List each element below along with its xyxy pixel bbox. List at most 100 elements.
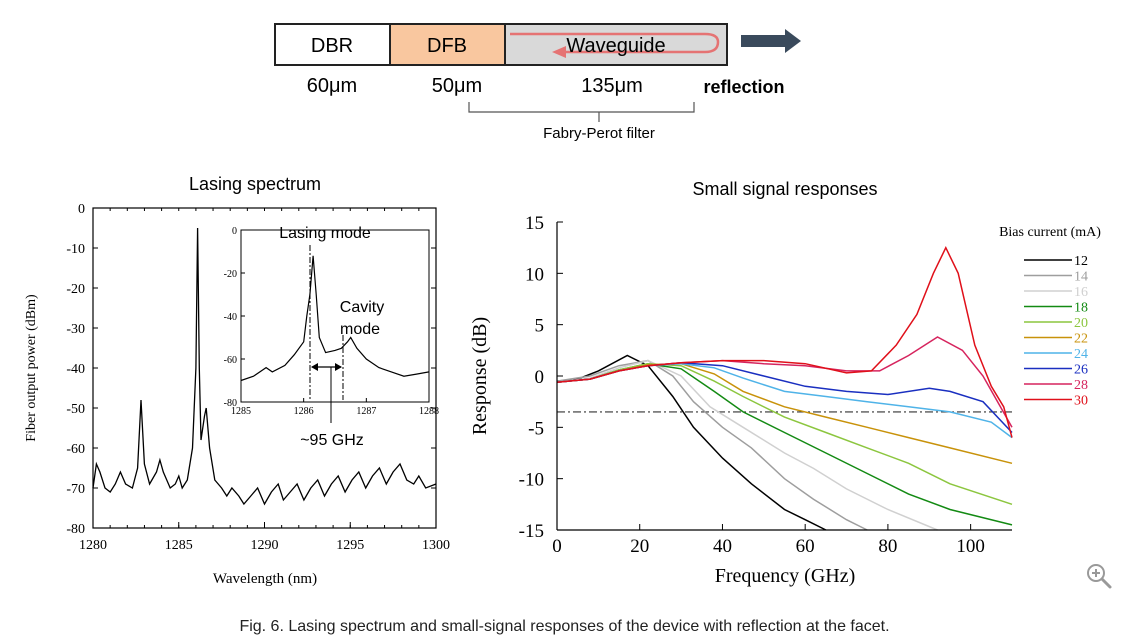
- series-line-18: [556, 362, 1013, 526]
- y-ticks: 0 -10 -20 -30 -40 -50 -60 -70 -80: [66, 202, 436, 537]
- dfb-length: 50μm: [432, 75, 482, 97]
- x-tick-label: 1295: [336, 538, 364, 553]
- y-tick-label: -40: [66, 362, 85, 377]
- y-tick-label: -60: [66, 442, 85, 457]
- x-tick-label: 1285: [165, 538, 193, 553]
- dfb-section: [389, 23, 506, 66]
- dbr-length: 60μm: [307, 75, 357, 97]
- y-tick-label: -5: [528, 418, 544, 439]
- inset-y-tick-label: -20: [224, 269, 237, 280]
- legend-label-14: 14: [1074, 270, 1088, 285]
- series-line-12: [556, 354, 827, 531]
- output-arrow: [741, 29, 801, 53]
- lasing-spectrum-chart: Lasing spectrum 0 -10 -20 -30 -40 -50 -60 -70 -8…: [24, 174, 450, 587]
- legend-label-26: 26: [1074, 363, 1088, 378]
- inset-y-tick-label: 0: [232, 226, 237, 237]
- inset-y-tick-label: -40: [224, 312, 237, 323]
- legend-label-22: 22: [1074, 332, 1088, 347]
- dfb-label: DFB: [427, 35, 467, 57]
- dbr-label: DBR: [311, 35, 353, 57]
- legend-label-20: 20: [1074, 316, 1088, 331]
- chart-title: Lasing spectrum: [189, 174, 321, 194]
- waveguide-section: [504, 23, 728, 66]
- series-line-30: [556, 245, 1013, 438]
- spacing-label: ~95 GHz: [300, 432, 364, 449]
- y-ticks: 15 10 5 0 -5 -10 -15: [519, 213, 563, 542]
- inset-x-tick-label: 1286: [294, 406, 314, 417]
- inset-x-tick-label: 1288: [419, 406, 439, 417]
- legend-label-18: 18: [1074, 301, 1088, 316]
- x-tick-label: 1300: [422, 538, 450, 553]
- y-tick-label: 0: [78, 202, 85, 217]
- x-tick-label: 1290: [251, 538, 279, 553]
- y-tick-label: 10: [525, 264, 544, 285]
- reflection-label: reflection: [703, 77, 784, 97]
- figure-caption: Fig. 6. Lasing spectrum and small-signal…: [239, 618, 890, 635]
- legend-label-30: 30: [1074, 394, 1088, 409]
- waveguide-length: 135μm: [581, 75, 643, 97]
- inset-y-tick-label: -60: [224, 355, 237, 366]
- spectrum-line: [92, 227, 437, 506]
- inset-spectrum-line: [240, 255, 430, 382]
- x-ticks: 1280 1285 1290 1295 1300: [79, 208, 450, 553]
- inset-x-tick-label: 1285: [231, 406, 251, 417]
- spacing-arrow-left-head: [311, 363, 318, 371]
- legend-label-12: 12: [1074, 254, 1088, 269]
- x-tick-label: 60: [796, 536, 815, 557]
- series-line-28: [556, 336, 1013, 428]
- cavity-mode-label-line1: Cavity: [340, 299, 384, 316]
- legend-label-24: 24: [1074, 347, 1088, 362]
- y-tick-label: 15: [525, 213, 544, 234]
- series-line-14: [556, 359, 868, 531]
- dbr-section: [274, 23, 391, 66]
- y-tick-label: -10: [519, 470, 544, 491]
- reflection-arrow-head: [552, 46, 566, 58]
- series-group: [556, 245, 1013, 531]
- x-ticks: 0 20 40 60 80 100: [552, 524, 985, 557]
- y-tick-label: -70: [66, 482, 85, 497]
- x-tick-label: 0: [552, 536, 562, 557]
- filter-label: Fabry-Perot filter: [543, 125, 655, 142]
- legend-label-16: 16: [1074, 285, 1088, 300]
- series-line-22: [556, 362, 1013, 465]
- spacing-arrow-right-head: [335, 363, 342, 371]
- x-tick-label: 40: [713, 536, 732, 557]
- x-axis-label: Frequency (GHz): [715, 565, 856, 587]
- legend-title: Bias current (mA): [999, 225, 1101, 240]
- chart-title: Small signal responses: [692, 179, 877, 199]
- legend-label-28: 28: [1074, 378, 1088, 393]
- zoom-in-icon[interactable]: [1085, 562, 1113, 590]
- y-tick-label: -50: [66, 402, 85, 417]
- y-axis-label: Fiber output power (dBm): [24, 294, 39, 442]
- x-axis-label: Wavelength (nm): [213, 571, 317, 587]
- y-tick-label: -10: [66, 242, 85, 257]
- y-tick-label: -15: [519, 521, 544, 542]
- series-line-26: [556, 361, 1013, 434]
- y-tick-label: 5: [535, 316, 545, 337]
- device-diagram: DBR DFB Waveguide 60μm 50μm 135μm reflec…: [274, 23, 801, 142]
- inset-y-tick-label: -80: [224, 398, 237, 409]
- small-signal-chart: Small signal responses 15 10 5 0 -5 -10 -15 0 2…: [469, 179, 1101, 587]
- y-tick-label: -80: [66, 522, 85, 537]
- cavity-mode-label-line2: mode: [340, 321, 380, 338]
- series-line-20: [556, 362, 1013, 506]
- y-tick-label: 0: [535, 367, 545, 388]
- series-line-16: [556, 359, 938, 531]
- reflection-arrow: [510, 32, 720, 54]
- x-tick-label: 80: [878, 536, 897, 557]
- y-tick-label: -20: [66, 282, 85, 297]
- inset-x-tick-label: 1287: [356, 406, 376, 417]
- y-tick-label: -30: [66, 322, 85, 337]
- x-tick-label: 1280: [79, 538, 107, 553]
- lasing-mode-label: Lasing mode: [279, 225, 371, 242]
- series-line-24: [556, 362, 1013, 439]
- inset-x-ticks: 1285 1286 1287 1288: [231, 398, 439, 417]
- filter-bracket: [468, 102, 695, 122]
- waveguide-label: Waveguide: [566, 35, 665, 57]
- y-axis-label: Response (dB): [469, 317, 491, 435]
- x-tick-label: 20: [630, 536, 649, 557]
- x-tick-label: 100: [956, 536, 985, 557]
- inset-frame: [240, 229, 430, 403]
- inset-y-ticks: 0 -20 -40 -60 -80: [224, 226, 245, 409]
